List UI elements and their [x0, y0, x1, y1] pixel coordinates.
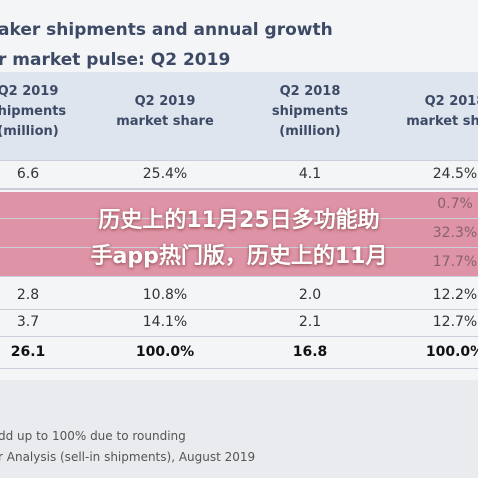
- title: aker shipments and annual growth: [0, 20, 333, 40]
- cell: 12.7%: [432, 314, 478, 330]
- row-rule: [0, 336, 478, 337]
- header-line: Q2 2019: [0, 84, 59, 99]
- column-header: Q2 2019 market share: [116, 92, 214, 132]
- total-cell: 26.1: [10, 344, 46, 360]
- column-header: Q2 2019 shipments (million): [0, 82, 66, 142]
- cell: 2.0: [298, 287, 322, 303]
- cell: 17.7%: [432, 254, 478, 270]
- cell: 10.8%: [142, 287, 188, 303]
- column-header: Q2 2018 market share: [406, 92, 478, 132]
- overlay-text: 手app热门版，历史上的11月: [90, 244, 388, 269]
- header-line: shipments: [271, 104, 349, 119]
- overlay-text: 历史上的11月25日多功能助: [98, 208, 380, 233]
- cell: 14.1%: [142, 314, 188, 330]
- cell: 2.8: [16, 287, 40, 303]
- total-cell: 100.0%: [425, 344, 478, 360]
- title: r market pulse: Q2 2019: [0, 50, 231, 70]
- header-line: shipments: [0, 104, 67, 119]
- row-rule: [0, 309, 478, 310]
- cell: 0.7%: [437, 196, 473, 212]
- total-cell: 16.8: [292, 344, 328, 360]
- cell: 3.7: [16, 314, 40, 330]
- footer-note: r Analysis (sell-in shipments), August 2…: [0, 450, 256, 464]
- cell: 12.2%: [432, 287, 478, 303]
- row-rule: [0, 188, 478, 189]
- header-line: Q2 2018: [279, 84, 341, 99]
- footer-note: dd up to 100% due to rounding: [0, 429, 186, 443]
- cell: 6.6: [16, 166, 40, 182]
- header-band: [0, 72, 478, 160]
- row-rule: [0, 160, 478, 161]
- header-line: Q2 2018: [424, 94, 478, 109]
- header-line: market share: [116, 114, 214, 129]
- cell: 25.4%: [142, 166, 188, 182]
- header-line: market share: [406, 114, 478, 129]
- row-rule: [0, 276, 478, 277]
- row-rule: [0, 218, 478, 219]
- total-cell: 100.0%: [135, 344, 195, 360]
- column-header: Q2 2018 shipments (million): [272, 82, 348, 142]
- header-line: (million): [279, 124, 341, 139]
- cell: 32.3%: [432, 225, 478, 241]
- row-rule: [0, 189, 478, 190]
- header-line: (million): [0, 124, 59, 139]
- cell: 24.5%: [432, 166, 478, 182]
- overlay-band: [0, 192, 478, 276]
- header-line: Q2 2019: [134, 94, 196, 109]
- cell: 4.1: [298, 166, 322, 182]
- footer-band: [0, 380, 478, 478]
- cell: 2.1: [298, 314, 322, 330]
- row-rule: [0, 368, 478, 369]
- row-rule: [0, 247, 478, 248]
